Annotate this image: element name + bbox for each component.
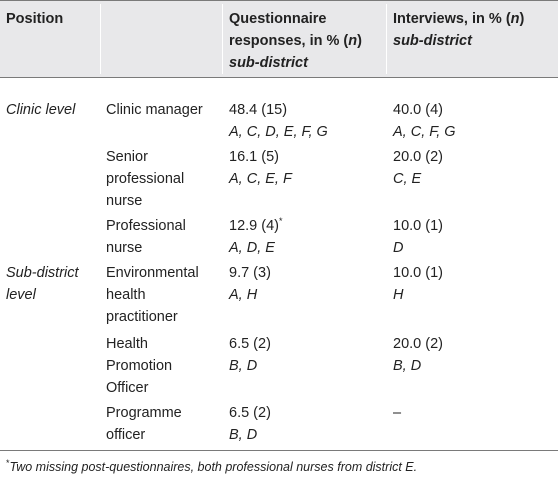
header-position: Position	[6, 11, 64, 27]
questionnaire-districts: A, H	[229, 287, 258, 303]
role-label: practitioner	[106, 309, 178, 325]
header-col-separator	[100, 4, 101, 74]
role-label: Programme	[106, 405, 182, 421]
bottom-rule	[0, 450, 558, 451]
role-label: health	[106, 287, 146, 303]
interview-value: 20.0 (2)	[393, 336, 443, 352]
questionnaire-value: 6.5 (2)	[229, 405, 271, 421]
group-label-clinic: Clinic level	[6, 102, 76, 118]
questionnaire-value: 16.1 (5)	[229, 149, 279, 165]
interview-districts: C, E	[393, 171, 422, 187]
table-footnote: *Two missing post-questionnaires, both p…	[6, 457, 418, 474]
questionnaire-districts: A, C, D, E, F, G	[229, 124, 328, 140]
role-label: Senior	[106, 149, 148, 165]
interview-value: –	[393, 405, 402, 421]
questionnaire-value: 48.4 (15)	[229, 102, 288, 118]
table-header-band	[0, 0, 558, 77]
role-label: Promotion	[106, 358, 173, 374]
role-label: Officer	[106, 380, 149, 396]
interview-districts: A, C, F, G	[393, 124, 456, 140]
interview-value: 40.0 (4)	[393, 102, 443, 118]
interview-value: 10.0 (1)	[393, 265, 443, 281]
role-label: professional	[106, 171, 185, 187]
questionnaire-value: 9.7 (3)	[229, 265, 271, 281]
interview-value: 10.0 (1)	[393, 218, 443, 234]
questionnaire-districts: B, D	[229, 358, 258, 374]
header-questionnaire-line3: sub-district	[229, 55, 308, 71]
role-label: Professional	[106, 218, 186, 234]
group-label-subdistrict-line1: Sub-district	[6, 265, 79, 281]
header-rule	[0, 77, 558, 78]
questionnaire-districts: A, C, E, F	[229, 171, 292, 187]
header-col-separator	[222, 4, 223, 74]
header-questionnaire-line2: responses, in % (n)	[229, 33, 362, 49]
header-interviews-line1: Interviews, in % (n)	[393, 11, 525, 27]
questionnaire-value: 6.5 (2)	[229, 336, 271, 352]
questionnaire-value: 12.9 (4)*	[229, 216, 283, 234]
header-questionnaire-line1: Questionnaire	[229, 11, 327, 27]
interview-districts: B, D	[393, 358, 422, 374]
role-label: nurse	[106, 193, 143, 209]
questionnaire-districts: B, D	[229, 427, 258, 443]
role-label: Environmental	[106, 265, 199, 281]
header-interviews-line2: sub-district	[393, 33, 472, 49]
interview-districts: H	[393, 287, 404, 303]
questionnaire-districts: A, D, E	[229, 240, 275, 256]
role-label: nurse	[106, 240, 143, 256]
role-label: officer	[106, 427, 146, 443]
role-label: Clinic manager	[106, 102, 203, 118]
top-rule	[0, 0, 558, 1]
group-label-subdistrict-line2: level	[6, 287, 36, 303]
interview-value: 20.0 (2)	[393, 149, 443, 165]
interview-districts: D	[393, 240, 404, 256]
header-col-separator	[386, 4, 387, 74]
role-label: Health	[106, 336, 148, 352]
